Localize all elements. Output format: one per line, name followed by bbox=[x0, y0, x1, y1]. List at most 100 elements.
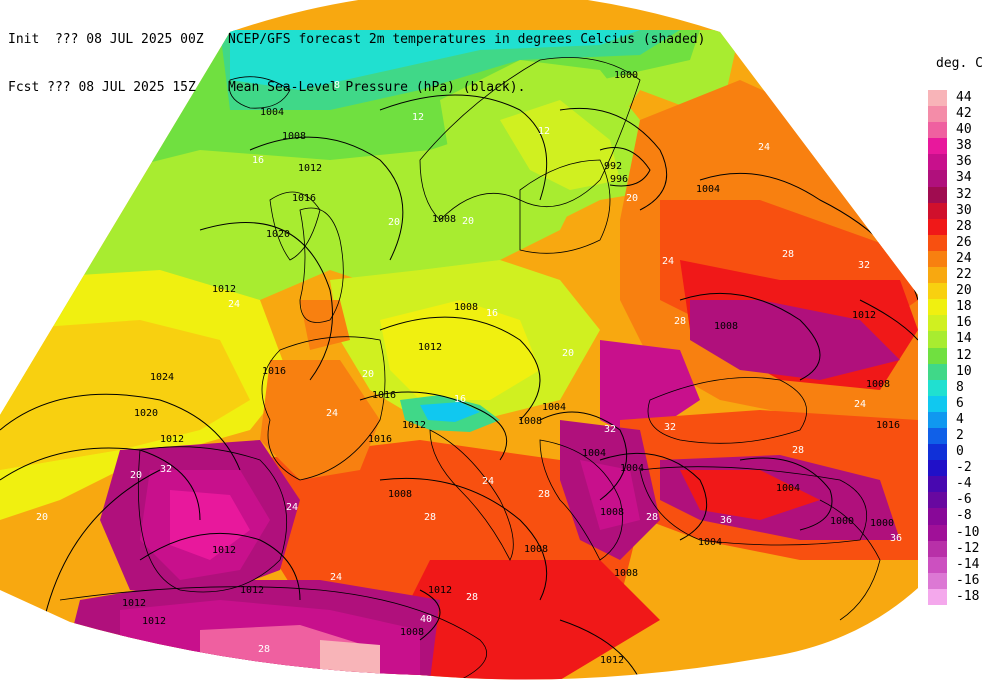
legend-label: 4 bbox=[956, 411, 964, 427]
isobar-label: 1012 bbox=[600, 655, 624, 666]
legend-swatch bbox=[928, 202, 947, 219]
init-time: Init ??? 08 JUL 2025 00Z bbox=[8, 32, 204, 47]
legend-label: 38 bbox=[956, 138, 972, 154]
legend-label: 2 bbox=[956, 427, 964, 443]
legend-swatch bbox=[928, 250, 947, 268]
temp-label: 20 bbox=[130, 470, 142, 481]
legend-label: 12 bbox=[956, 347, 972, 363]
isobar-label: 1004 bbox=[696, 184, 720, 195]
legend-label: 8 bbox=[956, 379, 964, 395]
legend-label: 42 bbox=[956, 106, 972, 122]
isobar-label: 1012 bbox=[240, 585, 264, 596]
isobar-label: 1012 bbox=[428, 585, 452, 596]
legend-label: -10 bbox=[956, 524, 980, 540]
legend-swatch bbox=[928, 331, 947, 348]
legend-swatch bbox=[928, 540, 947, 557]
temp-label: 28 bbox=[538, 489, 550, 500]
legend-label: 32 bbox=[956, 186, 972, 202]
chart-header: Init ??? 08 JUL 2025 00Z NCEP/GFS foreca… bbox=[8, 0, 705, 112]
legend-swatch bbox=[928, 572, 947, 589]
isobar-label: 992 bbox=[604, 161, 622, 172]
isobar-label: 1012 bbox=[402, 420, 426, 431]
temp-label: 32 bbox=[664, 422, 676, 433]
temp-label: 28 bbox=[646, 512, 658, 523]
isobar-label: 1004 bbox=[542, 402, 566, 413]
temp-label: 8 bbox=[334, 80, 340, 91]
temp-label: 20 bbox=[362, 369, 374, 380]
header-line-2: Fcst ??? 08 JUL 2025 15Z Mean Sea-Level … bbox=[8, 80, 705, 96]
isobar-label: 1004 bbox=[620, 463, 644, 474]
temp-label: 16 bbox=[454, 394, 466, 405]
temp-label: 28 bbox=[424, 512, 436, 523]
legend-label: 16 bbox=[956, 315, 972, 331]
isobar-label: 1016 bbox=[368, 434, 392, 445]
legend-label: 36 bbox=[956, 154, 972, 170]
isobar-label: 1008 bbox=[454, 302, 478, 313]
isobar-label: 1020 bbox=[134, 408, 158, 419]
legend-label: 24 bbox=[956, 250, 972, 266]
isobar-labels: 1000 1004 1008 1012 1016 1020 1024 992 9… bbox=[122, 70, 900, 666]
legend-swatch bbox=[928, 508, 947, 525]
legend-swatch bbox=[928, 106, 947, 123]
temp-label: 24 bbox=[326, 408, 338, 419]
legend-swatch bbox=[928, 395, 947, 412]
legend-swatch bbox=[928, 315, 947, 332]
isobar-label: 1008 bbox=[600, 507, 624, 518]
isobar-label: 1008 bbox=[866, 379, 890, 390]
temp-label: 32 bbox=[604, 424, 616, 435]
legend-swatch bbox=[928, 170, 947, 187]
isobar-label: 1012 bbox=[160, 434, 184, 445]
temp-label: 36 bbox=[720, 515, 732, 526]
isobar-label: 1008 bbox=[714, 321, 738, 332]
temp-label: 24 bbox=[758, 142, 770, 153]
isobar-label: 1012 bbox=[122, 598, 146, 609]
legend-swatch bbox=[928, 427, 947, 445]
temp-label: 24 bbox=[228, 299, 240, 310]
legend-label: 40 bbox=[956, 122, 972, 138]
isobar-label: 1012 bbox=[418, 342, 442, 353]
isobar-label: 1016 bbox=[292, 193, 316, 204]
legend-label: 22 bbox=[956, 267, 972, 283]
temp-label: 32 bbox=[858, 260, 870, 271]
legend-swatch bbox=[928, 299, 947, 316]
temp-label: 20 bbox=[388, 217, 400, 228]
isobar-label: 1008 bbox=[432, 214, 456, 225]
isobar-label: 1024 bbox=[150, 372, 174, 383]
isobar-label: 1008 bbox=[282, 131, 306, 142]
isobar-label: 1016 bbox=[876, 420, 900, 431]
isobar-label: 1004 bbox=[698, 537, 722, 548]
product-title: NCEP/GFS forecast 2m temperatures in deg… bbox=[228, 32, 706, 47]
legend-swatch bbox=[928, 234, 947, 251]
temp-label: 20 bbox=[36, 512, 48, 523]
temp-label: 36 bbox=[890, 533, 902, 544]
legend-label: 20 bbox=[956, 283, 972, 299]
isobar-label: 1012 bbox=[852, 310, 876, 321]
temp-label: 12 bbox=[412, 112, 424, 123]
legend-swatch bbox=[928, 411, 947, 428]
legend-title: deg. C bbox=[936, 56, 983, 71]
legend-swatch bbox=[928, 444, 947, 461]
legend-label: -18 bbox=[956, 588, 980, 604]
isobar-label: 1004 bbox=[260, 107, 284, 118]
temp-label: 24 bbox=[854, 399, 866, 410]
legend-label: 18 bbox=[956, 299, 972, 315]
legend-label: 14 bbox=[956, 331, 972, 347]
legend-swatch bbox=[928, 460, 947, 477]
isobar-label: 1012 bbox=[298, 163, 322, 174]
isobar-label: 1012 bbox=[142, 616, 166, 627]
isobar-label: 1004 bbox=[776, 483, 800, 494]
isobar-label: 1004 bbox=[582, 448, 606, 459]
legend-label: 30 bbox=[956, 202, 972, 218]
legend-swatch bbox=[928, 138, 947, 155]
temp-label: 28 bbox=[782, 249, 794, 260]
legend-swatch bbox=[928, 524, 947, 541]
legend-swatch bbox=[928, 347, 947, 364]
legend-label: 6 bbox=[956, 395, 964, 411]
legend-label: 44 bbox=[956, 90, 972, 105]
isobar-label: 1000 bbox=[870, 518, 894, 529]
legend-label: -12 bbox=[956, 540, 980, 556]
forecast-time: Fcst ??? 08 JUL 2025 15Z bbox=[8, 80, 196, 95]
temp-label: 28 bbox=[466, 592, 478, 603]
temp-label: 24 bbox=[662, 256, 674, 267]
